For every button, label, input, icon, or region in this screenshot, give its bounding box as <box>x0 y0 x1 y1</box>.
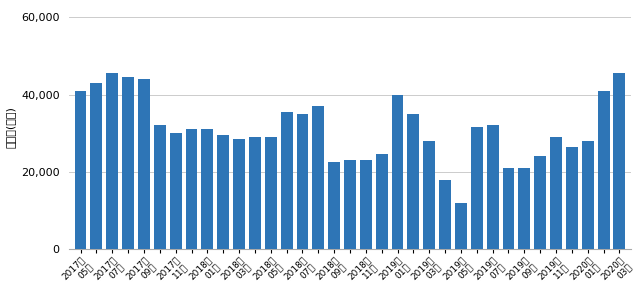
Bar <box>566 147 578 249</box>
Bar <box>217 135 229 249</box>
Bar <box>408 114 419 249</box>
Bar <box>598 91 609 249</box>
Bar <box>233 139 245 249</box>
Bar <box>344 160 356 249</box>
Bar <box>582 141 594 249</box>
Bar <box>360 160 372 249</box>
Bar <box>376 154 388 249</box>
Bar <box>486 126 499 249</box>
Bar <box>518 168 531 249</box>
Bar <box>154 126 166 249</box>
Bar <box>138 79 150 249</box>
Bar <box>106 73 118 249</box>
Bar <box>122 77 134 249</box>
Bar <box>328 162 340 249</box>
Bar <box>296 114 308 249</box>
Bar <box>75 91 86 249</box>
Bar <box>455 203 467 249</box>
Bar <box>439 180 451 249</box>
Bar <box>471 127 483 249</box>
Bar <box>186 129 198 249</box>
Bar <box>423 141 435 249</box>
Bar <box>502 168 515 249</box>
Bar <box>249 137 261 249</box>
Bar <box>614 73 625 249</box>
Bar <box>90 83 102 249</box>
Bar <box>392 94 403 249</box>
Y-axis label: 거래량(건수): 거래량(건수) <box>6 106 15 148</box>
Bar <box>534 156 546 249</box>
Bar <box>312 106 324 249</box>
Bar <box>170 133 182 249</box>
Bar <box>550 137 562 249</box>
Bar <box>265 137 276 249</box>
Bar <box>281 112 292 249</box>
Bar <box>202 129 213 249</box>
